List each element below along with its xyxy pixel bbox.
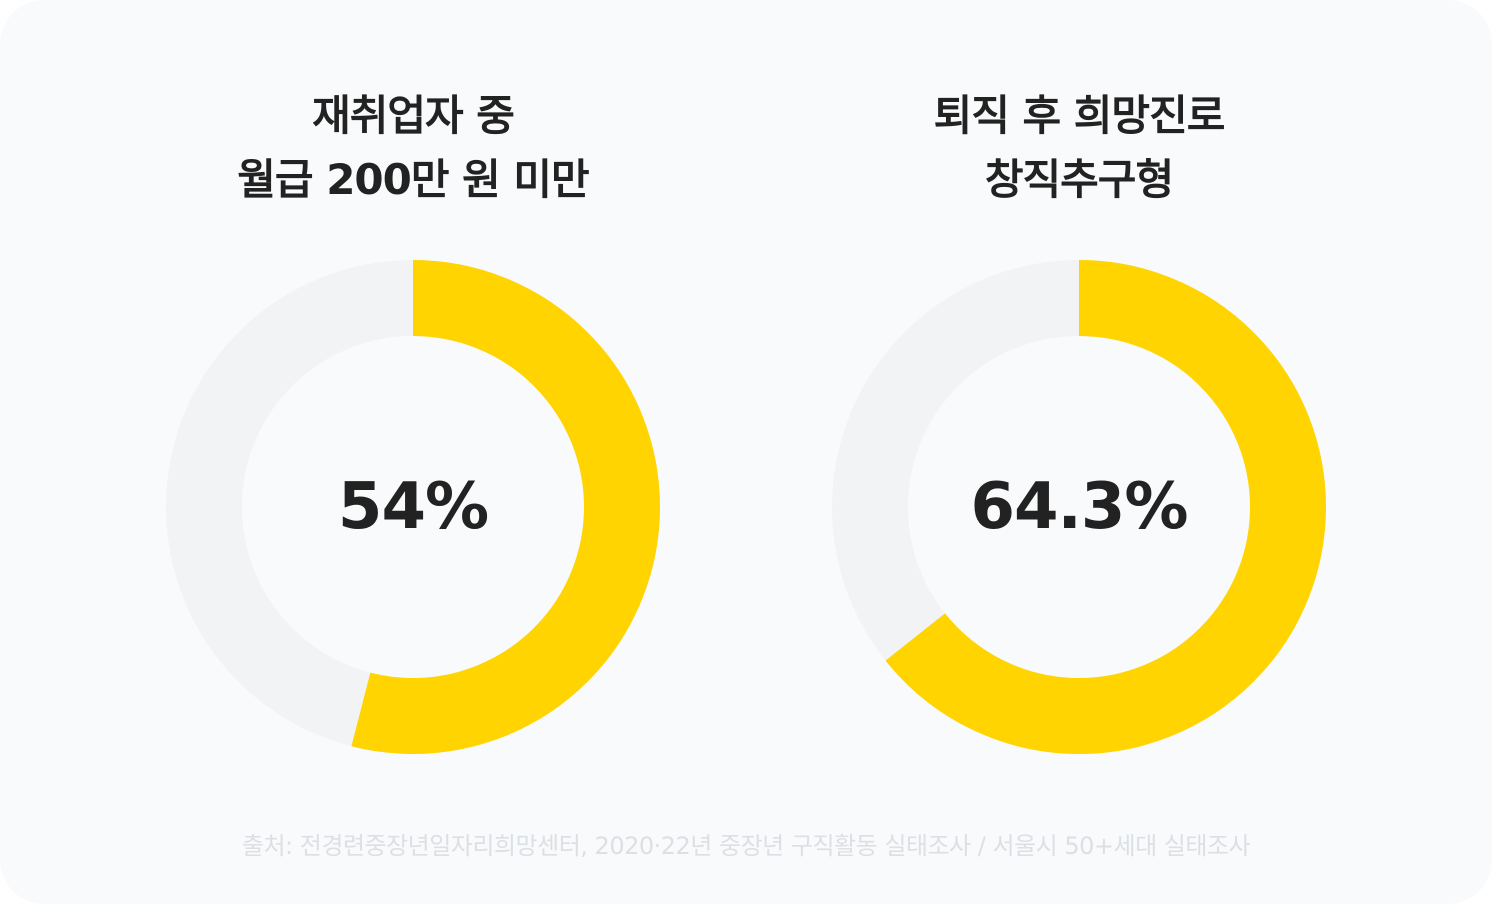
donut-svg [832,260,1326,754]
chart-title-line-2: 월급 200만 원 미만 [237,155,589,204]
donut-center-value: 54% [337,470,489,544]
chart-panel-low-wage: 재취업자 중 월급 200만 원 미만 54% [63,0,763,780]
donut-center-value: 64.3% [970,470,1188,544]
donut-chart: 64.3% [814,242,1344,772]
donut-svg [166,260,660,754]
chart-title-line-2: 창직추구형 [984,155,1174,204]
chart-title: 재취업자 중 월급 200만 원 미만 [63,84,763,212]
donut-value-arc [832,260,1326,754]
chart-title-line-1: 재취업자 중 [312,91,515,140]
donut-value-arc [166,260,660,754]
source-note: 출처: 전경련중장년일자리희망센터, 2020·22년 중장년 구직활동 실태조… [241,832,1251,860]
donut-chart: 54% [148,242,678,772]
chart-title: 퇴직 후 희망진로 창직추구형 [729,84,1429,212]
chart-panel-startup: 퇴직 후 희망진로 창직추구형 64.3% [729,0,1429,780]
chart-title-line-1: 퇴직 후 희망진로 [933,91,1226,140]
